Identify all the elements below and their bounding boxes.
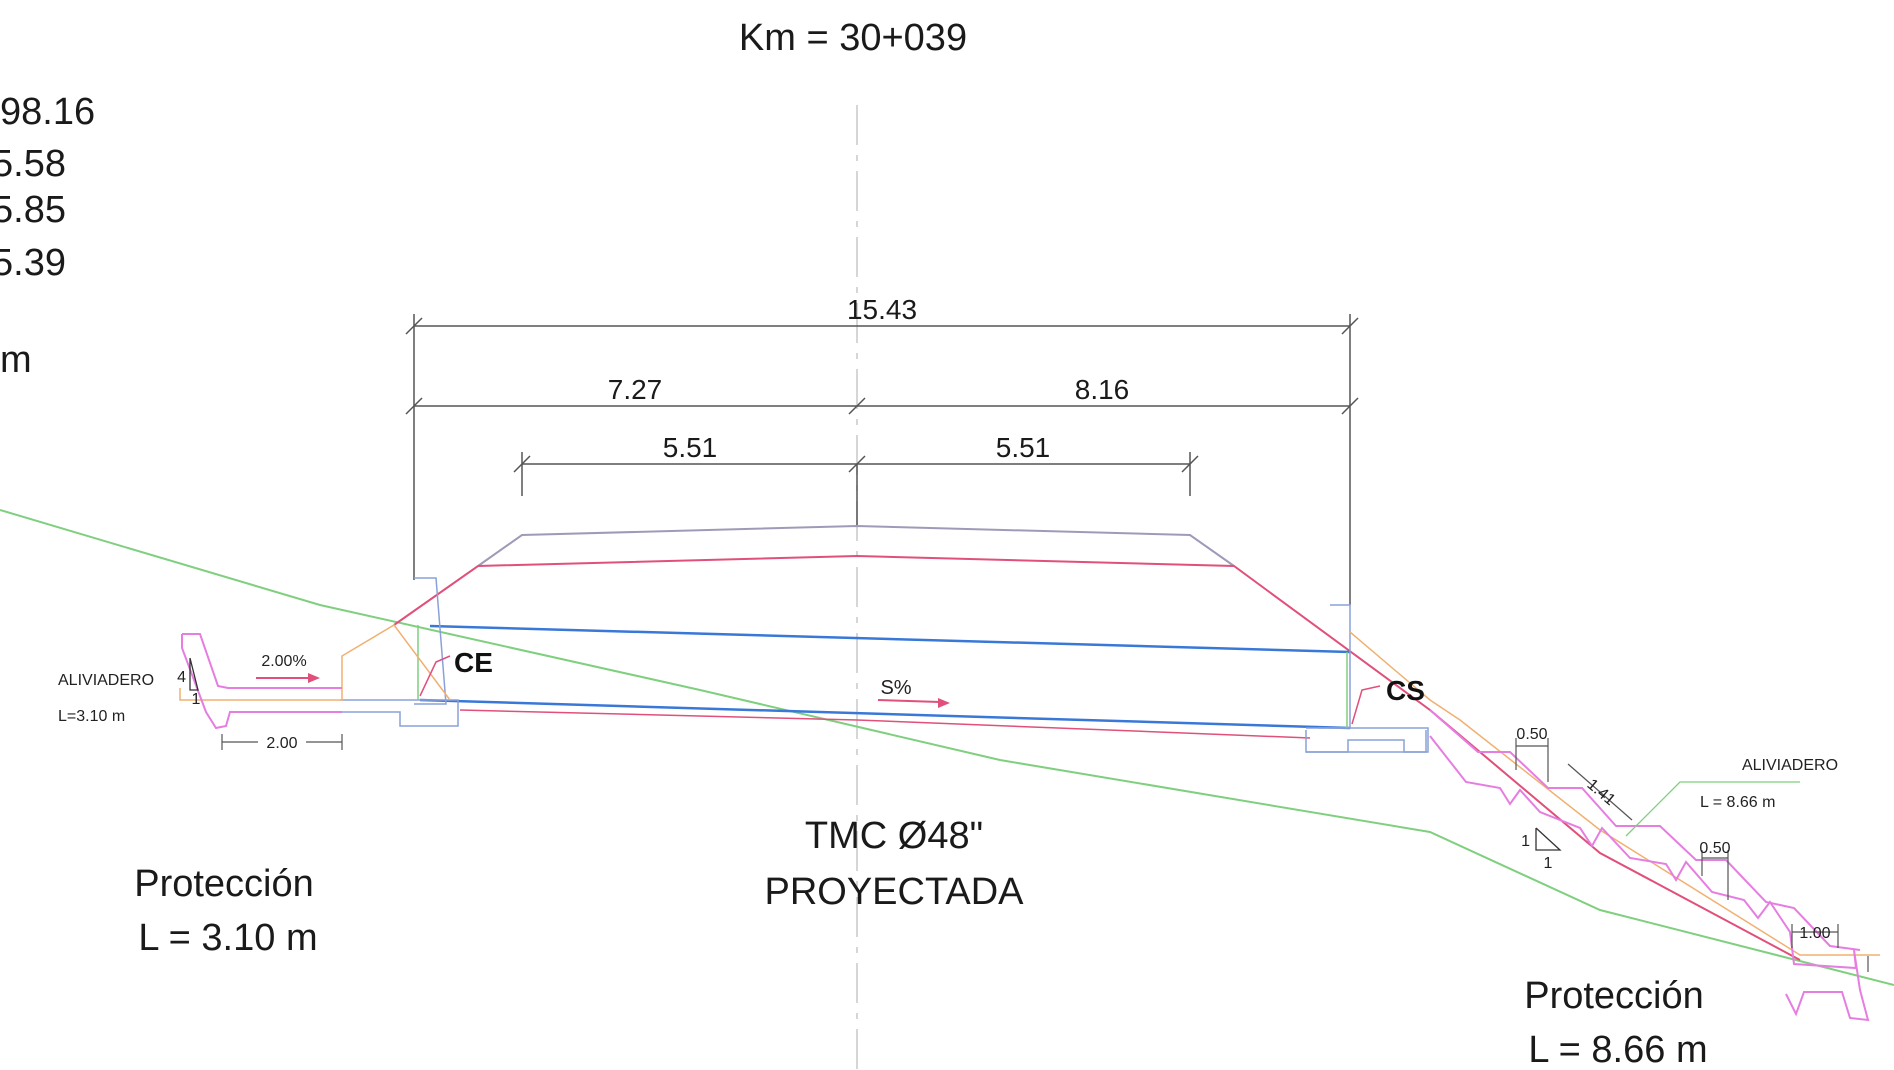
slope-pipe-arrowhead — [938, 698, 950, 708]
station-title: Km = 30+039 — [739, 17, 967, 59]
pipe — [419, 624, 1351, 730]
dim-050-a: 0.50 — [1516, 726, 1547, 743]
left-value-2: 5.58 — [0, 143, 66, 185]
ce-label: CE — [454, 647, 493, 678]
dimension-lines — [405, 314, 1359, 605]
orange-left-line — [179, 624, 451, 701]
subgrade-line — [393, 554, 1801, 961]
cs-leader — [1351, 685, 1381, 725]
dim-right: 8.16 — [1075, 374, 1130, 405]
outlet-right — [1305, 730, 1427, 753]
aliviadero-right-label: ALIVIADERO — [1742, 757, 1838, 774]
slope-left-label: 2.00% — [261, 653, 306, 670]
protection-right — [1429, 709, 1861, 951]
left-value-1: 98.16 — [0, 91, 95, 133]
left-value-3: 5.85 — [0, 189, 66, 231]
cs-label: CS — [1386, 675, 1425, 706]
dim-2-bg — [258, 734, 306, 750]
dim-total: 15.43 — [847, 294, 917, 325]
slope4-label: 4 — [177, 669, 186, 686]
left-value-5: m — [0, 339, 32, 381]
slope1-h: 1 — [1544, 855, 1553, 872]
slope-left-arrowhead — [308, 673, 320, 683]
protection-left-title: Protección — [134, 863, 314, 905]
aliviadero-right-leader — [1625, 781, 1800, 837]
fill-toe-line — [459, 709, 1311, 739]
dim-2-label: 2.00 — [266, 735, 297, 752]
slope-pipe-label: S% — [880, 677, 911, 699]
ce-leader — [419, 655, 451, 697]
dim-inner-left: 5.51 — [663, 432, 718, 463]
aliviadero-left-label: ALIVIADERO — [58, 672, 154, 689]
protection-left-lower — [181, 634, 342, 730]
slope-pipe-arrow — [877, 699, 941, 703]
protection-left-length: L = 3.10 m — [138, 917, 317, 959]
headwalls — [340, 577, 1429, 753]
left-values: 98.16 5.58 5.85 5.39 m — [0, 91, 95, 381]
dim-050-b: 0.50 — [1699, 840, 1730, 857]
protection-left — [182, 633, 342, 689]
pipe-label-line1: TMC Ø48" — [805, 815, 983, 857]
orange-right-line — [1349, 631, 1880, 956]
dim-100: 1.00 — [1799, 925, 1830, 942]
slope-triangle-right — [1535, 827, 1562, 851]
protection-right-title: Protección — [1524, 975, 1704, 1017]
slope1-v: 1 — [1521, 833, 1530, 850]
pipe-label-line2: PROYECTADA — [764, 871, 1024, 913]
dim-left: 7.27 — [608, 374, 663, 405]
road-surface-line — [477, 524, 1235, 567]
dim-inner-right: 5.51 — [996, 432, 1051, 463]
aliviadero-right-length: L = 8.66 m — [1700, 794, 1775, 811]
terrain-line — [0, 509, 1894, 986]
aliviadero-left-length: L=3.10 m — [58, 708, 125, 725]
slope4-base: 1 — [192, 691, 201, 708]
slope-triangle-left — [189, 657, 199, 691]
protection-right-length: L = 8.66 m — [1528, 1029, 1707, 1070]
left-value-4: 5.39 — [0, 242, 66, 284]
right-dimension-ticks — [1515, 738, 1869, 972]
